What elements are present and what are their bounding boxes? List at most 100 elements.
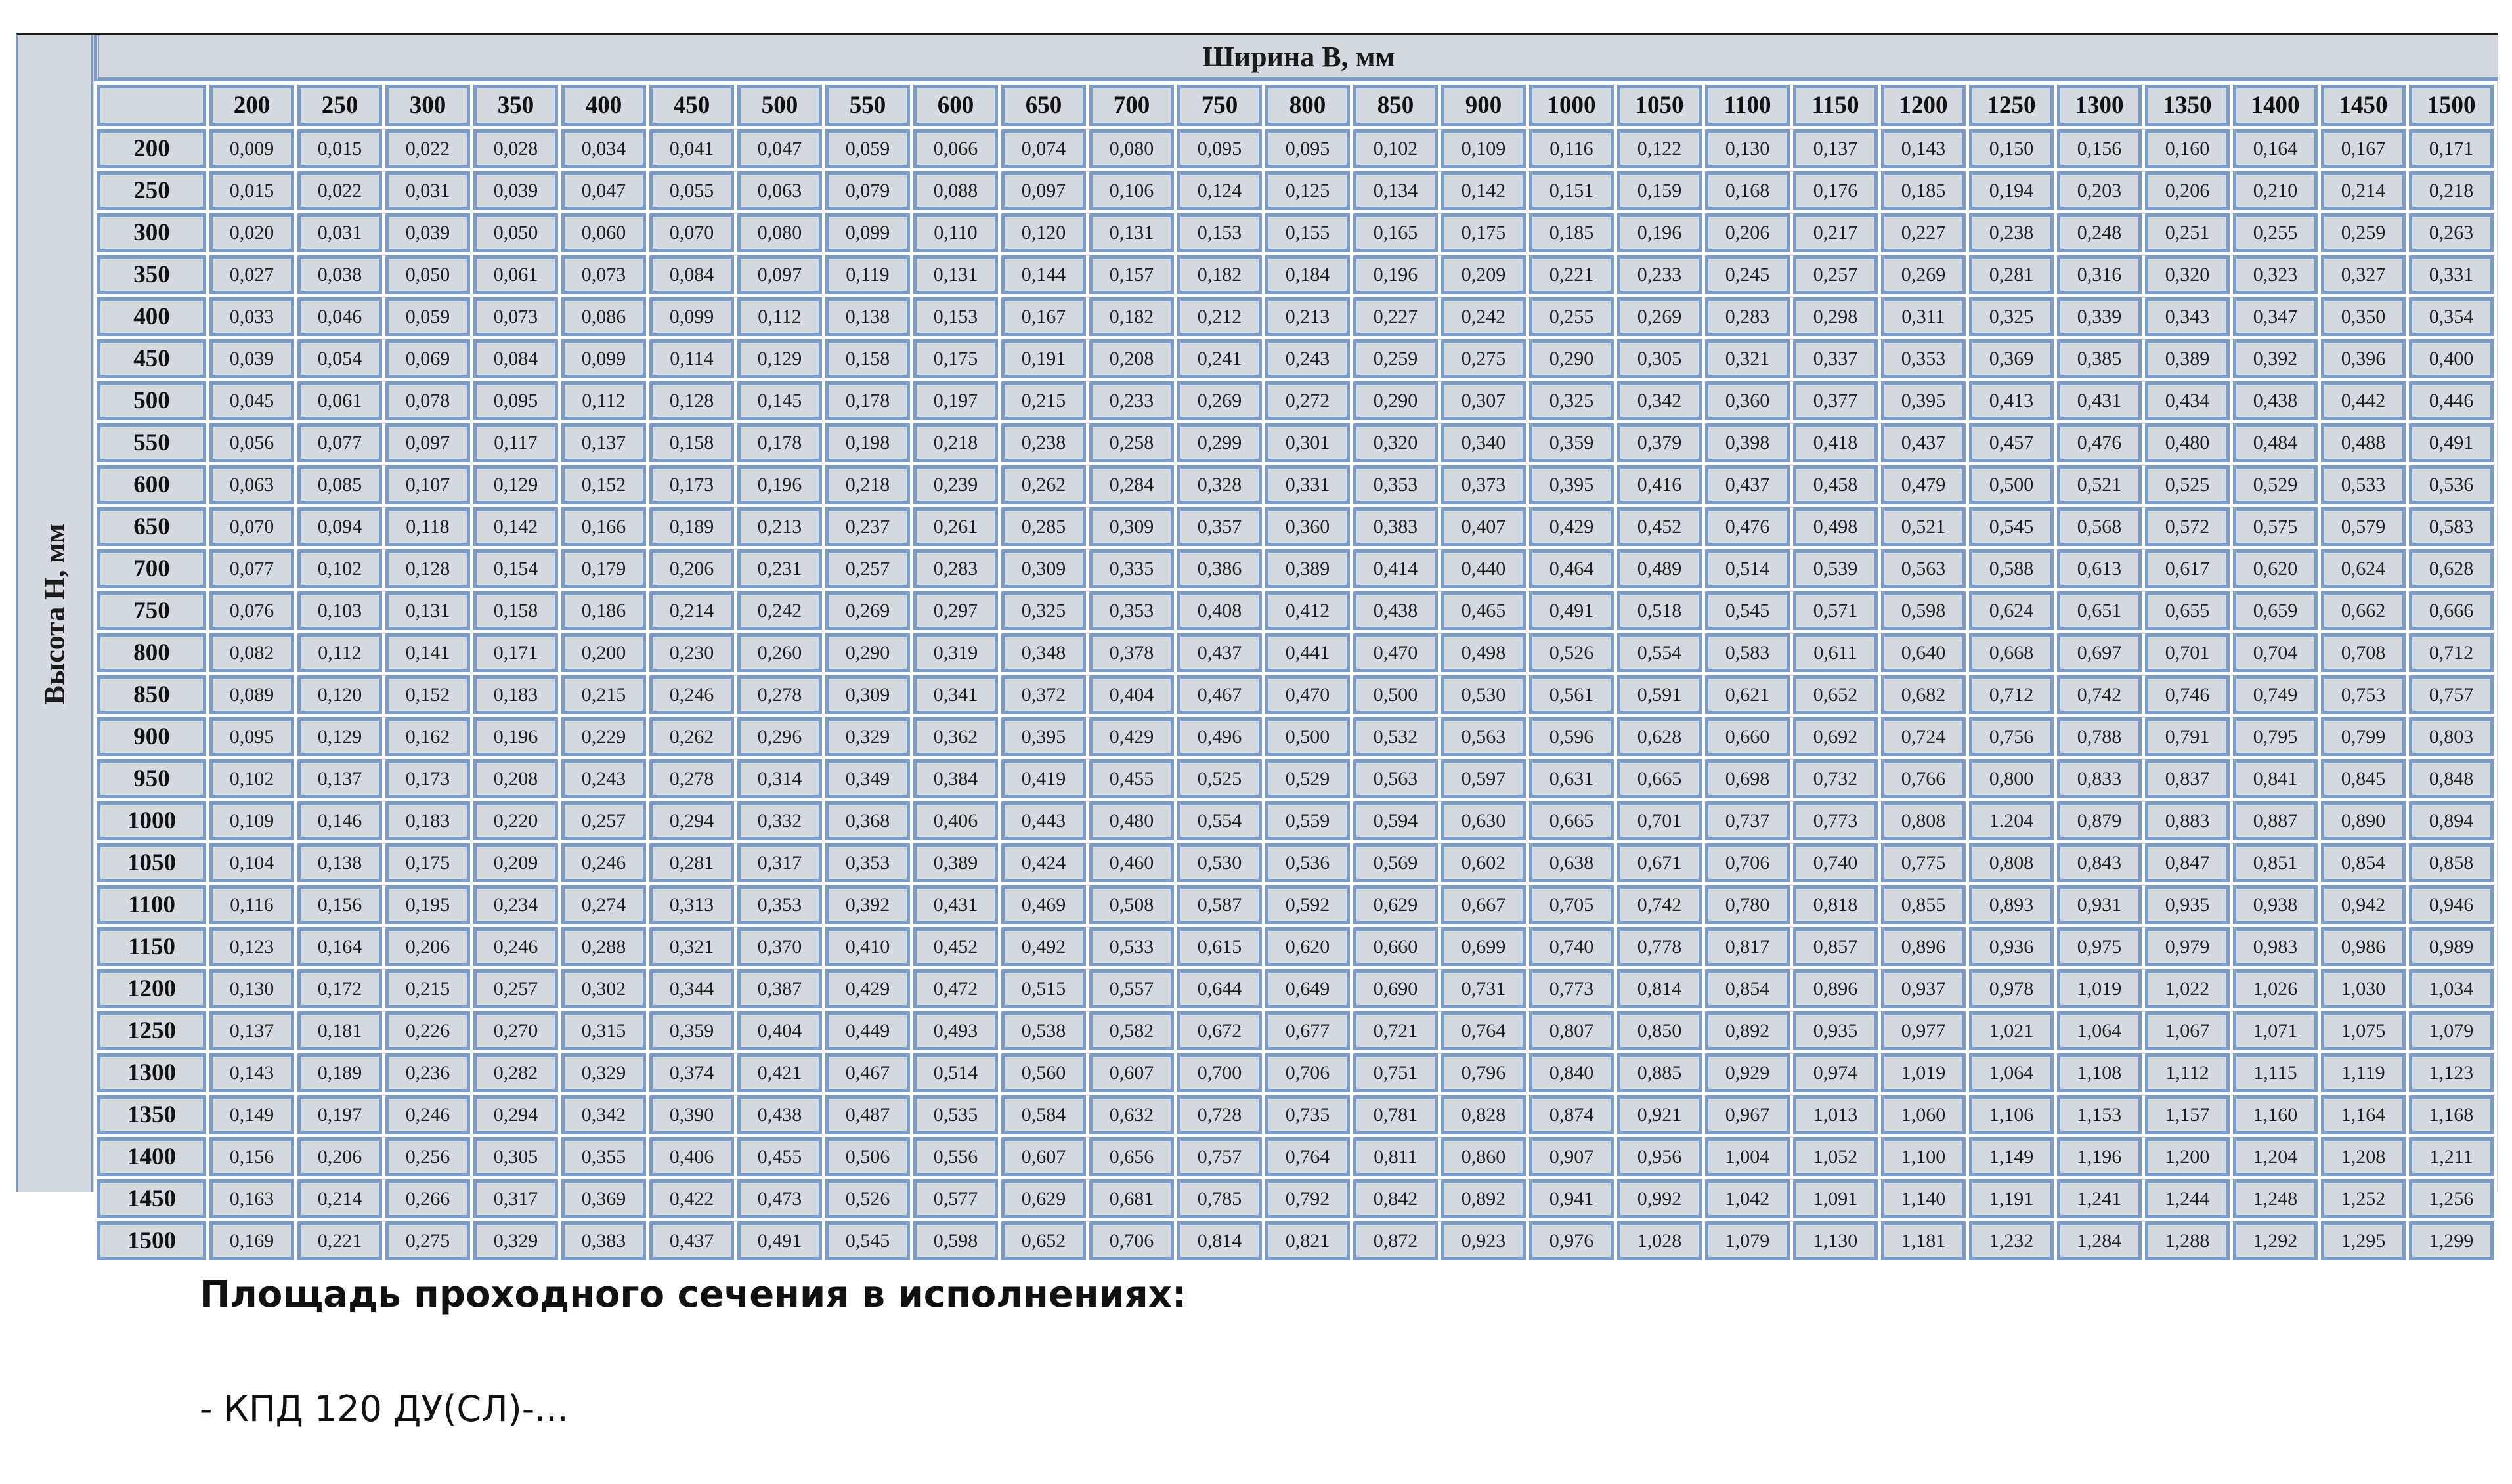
value-cell: 0,808 bbox=[1881, 801, 1966, 840]
value-cell: 0,056 bbox=[209, 423, 294, 462]
value-cell: 0,050 bbox=[473, 213, 558, 252]
value-cell: 0,109 bbox=[1441, 129, 1526, 168]
value-cell: 0,084 bbox=[473, 339, 558, 378]
value-cell: 0,099 bbox=[825, 213, 910, 252]
value-cell: 0,480 bbox=[2145, 423, 2230, 462]
table-row: 1350 0,149 0,197 0,246 0,294 0,342 0,390 0,438 0… bbox=[97, 1095, 2494, 1134]
column-header-width-600: 600 bbox=[913, 85, 998, 126]
value-cell: 0,807 bbox=[1529, 1011, 1614, 1050]
value-cell: 0,455 bbox=[1089, 759, 1174, 798]
value-cell: 0,429 bbox=[1529, 507, 1614, 546]
value-cell: 0,764 bbox=[1265, 1137, 1350, 1176]
value-cell: 0,508 bbox=[1089, 885, 1174, 924]
value-cell: 0,242 bbox=[737, 591, 822, 630]
value-cell: 0,780 bbox=[1705, 885, 1790, 924]
value-cell: 0,378 bbox=[1089, 633, 1174, 672]
value-cell: 0,476 bbox=[1705, 507, 1790, 546]
value-cell: 0,149 bbox=[209, 1095, 294, 1134]
value-cell: 0,138 bbox=[297, 843, 382, 882]
table-row: 350 0,027 0,038 0,050 0,061 0,073 0,084 0,097 0,… bbox=[97, 255, 2494, 294]
value-cell: 0,097 bbox=[385, 423, 470, 462]
value-cell: 0,437 bbox=[1881, 423, 1966, 462]
value-cell: 0,212 bbox=[1177, 297, 1262, 336]
value-cell: 0,106 bbox=[1089, 171, 1174, 210]
value-cell: 0,316 bbox=[2057, 255, 2142, 294]
value-cell: 1,071 bbox=[2233, 1011, 2318, 1050]
table-row: 500 0,045 0,061 0,078 0,095 0,112 0,128 0,145 0,… bbox=[97, 381, 2494, 420]
value-cell: 0,438 bbox=[737, 1095, 822, 1134]
value-cell: 0,163 bbox=[209, 1179, 294, 1218]
value-cell: 0,353 bbox=[1089, 591, 1174, 630]
value-cell: 0,031 bbox=[297, 213, 382, 252]
value-cell: 1,026 bbox=[2233, 969, 2318, 1008]
value-cell: 0,644 bbox=[1177, 969, 1262, 1008]
value-cell: 0,731 bbox=[1441, 969, 1526, 1008]
value-cell: 0,491 bbox=[737, 1221, 822, 1260]
value-cell: 0,142 bbox=[1441, 171, 1526, 210]
variant-caption: - КПД 120 ДУ(СЛ)-... bbox=[200, 1388, 569, 1430]
value-cell: 0,194 bbox=[1969, 171, 2054, 210]
value-cell: 0,458 bbox=[1793, 465, 1878, 504]
value-cell: 0,246 bbox=[473, 927, 558, 966]
value-cell: 0,238 bbox=[1001, 423, 1086, 462]
value-cell: 0,167 bbox=[2321, 129, 2406, 168]
value-cell: 0,588 bbox=[1969, 549, 2054, 588]
value-cell: 0,724 bbox=[1881, 717, 1966, 756]
value-cell: 0,327 bbox=[2321, 255, 2406, 294]
value-cell: 0,437 bbox=[1705, 465, 1790, 504]
value-cell: 0,662 bbox=[2321, 591, 2406, 630]
value-cell: 0,649 bbox=[1265, 969, 1350, 1008]
value-cell: 0,039 bbox=[385, 213, 470, 252]
value-cell: 0,283 bbox=[913, 549, 998, 588]
value-cell: 0,521 bbox=[1881, 507, 1966, 546]
value-cell: 0,230 bbox=[649, 633, 734, 672]
value-cell: 0,137 bbox=[209, 1011, 294, 1050]
value-cell: 1,034 bbox=[2409, 969, 2494, 1008]
value-cell: 0,533 bbox=[2321, 465, 2406, 504]
value-cell: 0,278 bbox=[737, 675, 822, 714]
value-cell: 0,215 bbox=[385, 969, 470, 1008]
value-cell: 0,281 bbox=[1969, 255, 2054, 294]
value-cell: 0,353 bbox=[1881, 339, 1966, 378]
value-cell: 0,408 bbox=[1177, 591, 1262, 630]
value-cell: 0,525 bbox=[1177, 759, 1262, 798]
column-header-width-900: 900 bbox=[1441, 85, 1526, 126]
value-cell: 1,299 bbox=[2409, 1221, 2494, 1260]
value-cell: 1,106 bbox=[1969, 1095, 2054, 1134]
value-cell: 0,112 bbox=[737, 297, 822, 336]
value-cell: 0,732 bbox=[1793, 759, 1878, 798]
value-cell: 0,470 bbox=[1265, 675, 1350, 714]
value-cell: 0,109 bbox=[209, 801, 294, 840]
value-cell: 0,122 bbox=[1617, 129, 1702, 168]
value-cell: 0,319 bbox=[913, 633, 998, 672]
value-cell: 0,583 bbox=[1705, 633, 1790, 672]
area-table: Высота H, мм Ширина B, мм 200 250 300 350 40… bbox=[16, 33, 2498, 1263]
value-cell: 0,241 bbox=[1177, 339, 1262, 378]
value-cell: 0,668 bbox=[1969, 633, 2054, 672]
width-axis-title: Ширина B, мм bbox=[95, 35, 2498, 81]
value-cell: 0,325 bbox=[1529, 381, 1614, 420]
value-cell: 0,359 bbox=[1529, 423, 1614, 462]
value-cell: 0,290 bbox=[1353, 381, 1438, 420]
value-cell: 1,160 bbox=[2233, 1095, 2318, 1134]
value-cell: 0,632 bbox=[1089, 1095, 1174, 1134]
value-cell: 0,781 bbox=[1353, 1095, 1438, 1134]
column-header-width-500: 500 bbox=[737, 85, 822, 126]
table-row: 650 0,070 0,094 0,118 0,142 0,166 0,189 0,213 0,… bbox=[97, 507, 2494, 546]
value-cell: 0,353 bbox=[1353, 465, 1438, 504]
value-cell: 0,246 bbox=[649, 675, 734, 714]
value-cell: 0,473 bbox=[737, 1179, 822, 1218]
value-cell: 0,721 bbox=[1353, 1011, 1438, 1050]
table-row: 250 0,015 0,022 0,031 0,039 0,047 0,055 0,063 0,… bbox=[97, 171, 2494, 210]
value-cell: 0,396 bbox=[2321, 339, 2406, 378]
row-header-height-750: 750 bbox=[97, 591, 206, 630]
value-cell: 0,500 bbox=[1969, 465, 2054, 504]
value-cell: 0,360 bbox=[1265, 507, 1350, 546]
value-cell: 1,022 bbox=[2145, 969, 2230, 1008]
value-cell: 0,692 bbox=[1793, 717, 1878, 756]
row-header-height-400: 400 bbox=[97, 297, 206, 336]
value-cell: 0,028 bbox=[473, 129, 558, 168]
value-cell: 0,360 bbox=[1705, 381, 1790, 420]
value-cell: 0,582 bbox=[1089, 1011, 1174, 1050]
value-cell: 1,130 bbox=[1793, 1221, 1878, 1260]
